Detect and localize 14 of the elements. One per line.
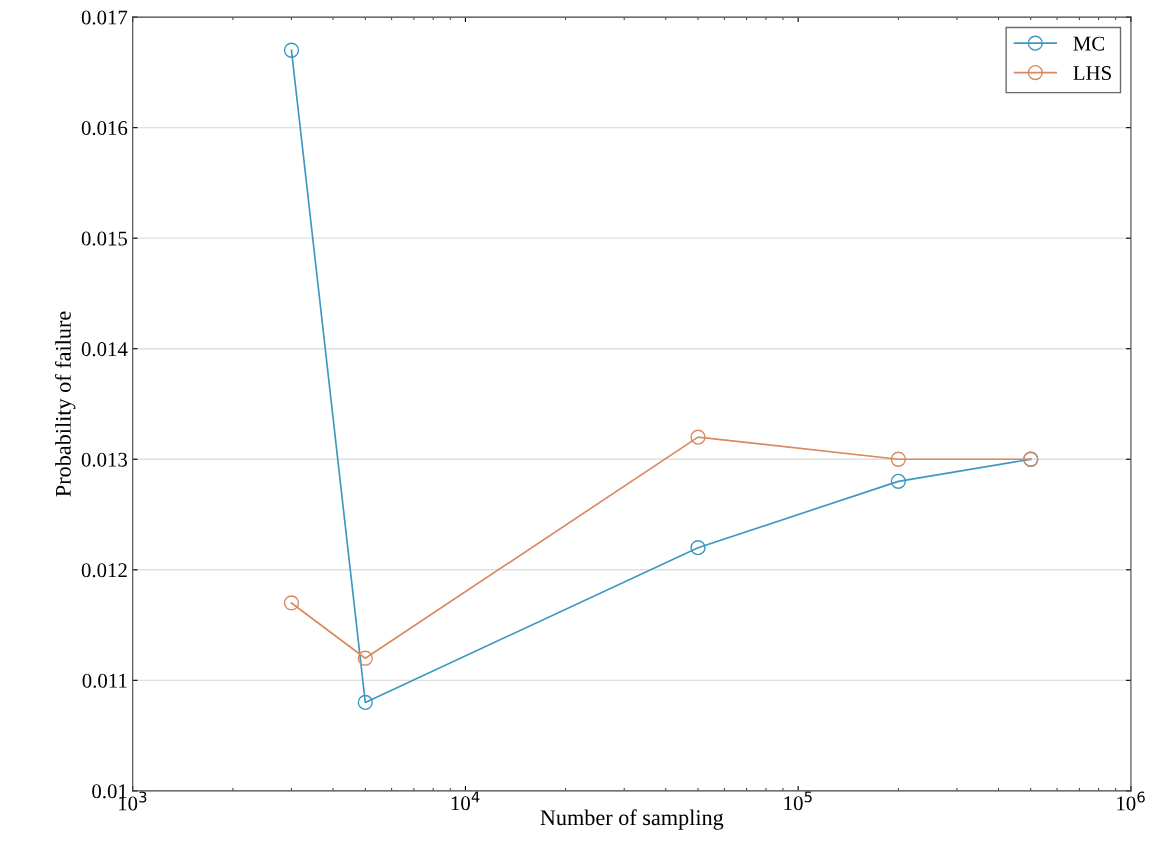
x-tick-label: 10$^{4}$ [451,791,480,811]
x-axis-title: Number of sampling [540,809,724,830]
y-tick-label: 0.014 [81,342,128,357]
x-tick-label: 10$^{6}$ [1117,791,1145,811]
y-tick-label: 0.013 [81,452,128,467]
y-tick-label: 0.017 [81,10,128,25]
y-tick-label: 0.015 [81,231,128,246]
legend-label: MC [1073,36,1105,51]
x-tick-label: 10$^{5}$ [784,791,812,811]
y-tick-label: 0.016 [81,121,128,136]
legend-label: LHS [1073,66,1111,81]
y-axis-title: Probability of failure [54,311,76,497]
y-tick-label: 0.012 [81,563,127,578]
y-tick-label: 0.011 [82,673,127,688]
